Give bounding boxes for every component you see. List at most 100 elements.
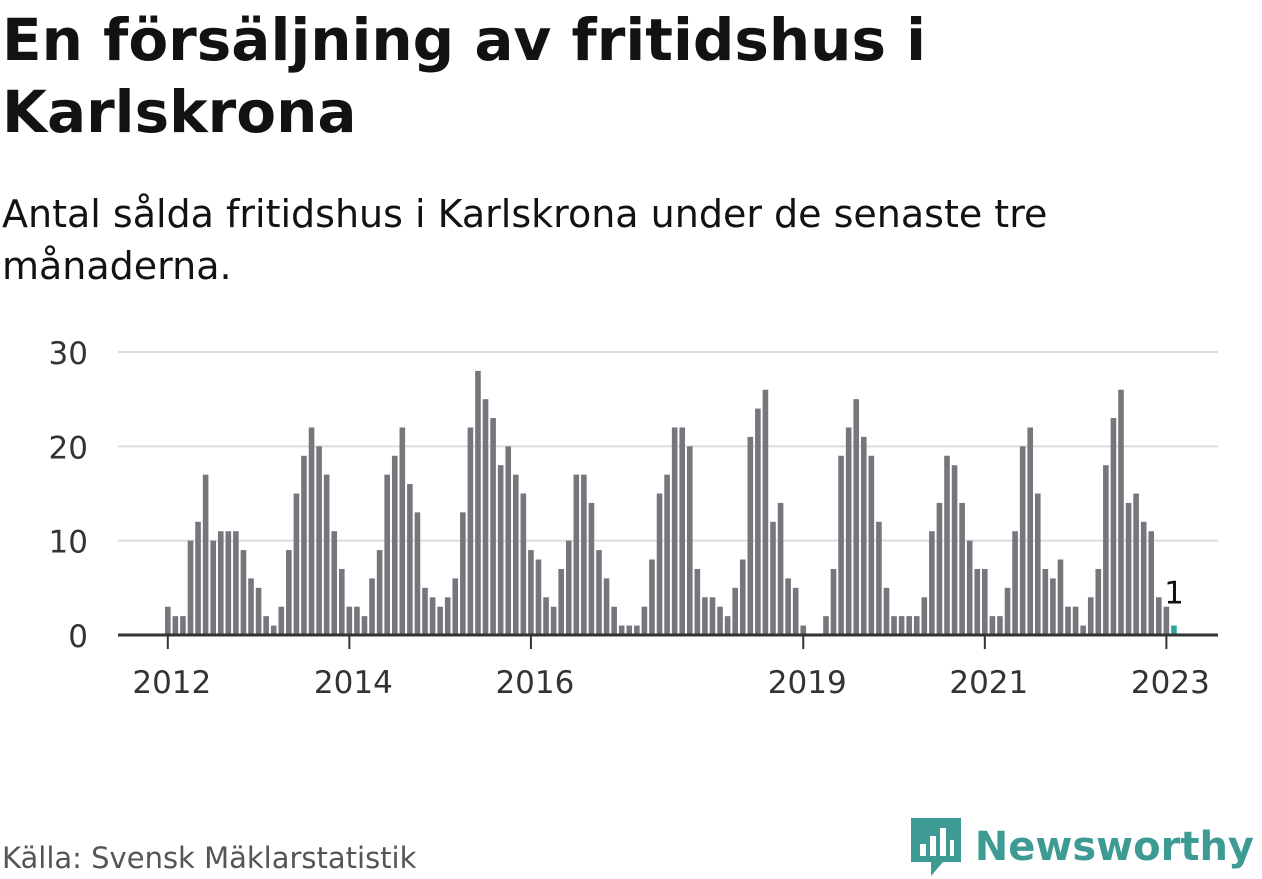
- bar: [293, 493, 300, 635]
- bar: [747, 436, 754, 635]
- bar: [323, 474, 330, 635]
- bar: [376, 550, 383, 635]
- bar: [823, 616, 829, 635]
- bar: [1042, 568, 1049, 635]
- chart-title: En försäljning av fritidshus i Karlskron…: [2, 6, 927, 146]
- bar: [202, 474, 209, 635]
- bar: [694, 568, 701, 635]
- bar: [671, 427, 678, 635]
- bar: [1034, 493, 1041, 635]
- bar: [944, 455, 950, 635]
- chart-subtitle: Antal sålda fritidshus i Karlskrona unde…: [2, 192, 1048, 288]
- x-tick-label: 2014: [314, 665, 393, 701]
- bar: [1140, 521, 1147, 635]
- bar: [512, 474, 519, 635]
- bar: [679, 427, 686, 635]
- bar: [452, 578, 459, 635]
- y-tick-label: 0: [68, 619, 88, 655]
- bar: [838, 455, 844, 635]
- x-tick-label: 2019: [768, 665, 847, 701]
- bar: [339, 568, 345, 635]
- bar: [505, 446, 512, 635]
- y-tick-label: 10: [49, 525, 88, 561]
- bar: [1050, 578, 1056, 635]
- bar: [641, 606, 648, 635]
- bar: [429, 597, 436, 635]
- bar: [165, 606, 171, 635]
- bar: [1080, 625, 1086, 635]
- y-tick-label: 20: [49, 430, 88, 466]
- bar: [618, 625, 625, 635]
- bar: [316, 446, 322, 635]
- bar: [1118, 389, 1124, 635]
- bar: [762, 389, 769, 635]
- bar: [936, 502, 943, 635]
- bar: [959, 502, 965, 635]
- source-note: Källa: Svensk Mäklarstatistik: [2, 841, 417, 875]
- bar: [1103, 465, 1109, 635]
- bar: [255, 587, 262, 635]
- bar: [217, 531, 224, 635]
- bar: [240, 550, 247, 635]
- bar: [1125, 502, 1132, 635]
- bar: [664, 474, 670, 635]
- bar: [187, 540, 194, 635]
- bar: [565, 540, 572, 635]
- bar: [883, 587, 890, 635]
- bar: [649, 559, 655, 635]
- bar: [792, 587, 799, 635]
- bar: [603, 578, 610, 635]
- bar: [354, 606, 360, 635]
- bar: [391, 455, 398, 635]
- bar: [626, 625, 633, 635]
- bar: [1012, 531, 1018, 635]
- bar: [611, 606, 617, 635]
- bar: [785, 578, 791, 635]
- bar: [1057, 559, 1064, 635]
- bar: [755, 408, 761, 635]
- bar: [845, 427, 852, 635]
- bar: [225, 531, 232, 635]
- bar: [868, 455, 875, 635]
- bar: [384, 474, 390, 635]
- bar: [1156, 597, 1162, 635]
- bar: [210, 540, 216, 635]
- bar: [270, 625, 277, 635]
- bar: [407, 484, 413, 635]
- bar: [497, 465, 504, 635]
- bar: [1133, 493, 1139, 635]
- bar: [906, 616, 912, 635]
- bar: [891, 616, 897, 635]
- bar: [860, 436, 867, 635]
- bar: [724, 616, 731, 635]
- bar: [180, 616, 186, 635]
- bar: [739, 559, 746, 635]
- bar: [830, 568, 837, 635]
- bar: [437, 606, 443, 635]
- x-tick-label: 2023: [1131, 665, 1210, 701]
- bar: [1095, 568, 1102, 635]
- bar: [1019, 446, 1026, 635]
- bar: [475, 370, 481, 635]
- bar: [528, 550, 534, 635]
- bar: [520, 493, 527, 635]
- bar: [800, 625, 807, 635]
- bar: [460, 512, 466, 635]
- bar: [1148, 531, 1155, 635]
- bar: [331, 531, 338, 635]
- bar: [596, 550, 602, 635]
- bar: [921, 597, 928, 635]
- bar: [301, 455, 307, 635]
- bar: [467, 427, 474, 635]
- bar: [770, 521, 776, 635]
- bar: [1072, 606, 1079, 635]
- bar: [535, 559, 542, 635]
- brand-name: Newsworthy: [974, 824, 1254, 870]
- bar: [853, 399, 860, 635]
- bar: [777, 502, 784, 635]
- bar: [482, 399, 489, 635]
- bar: [195, 521, 201, 635]
- bar-chart: 0 10 20 30 2012 2014 2016 2019 2021 2023 1: [49, 336, 1218, 701]
- bar: [1027, 427, 1034, 635]
- highlight-bar: [1171, 625, 1177, 635]
